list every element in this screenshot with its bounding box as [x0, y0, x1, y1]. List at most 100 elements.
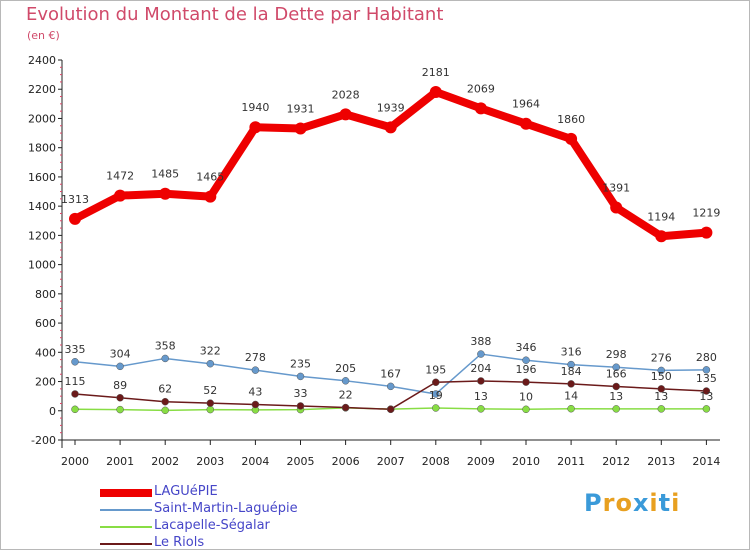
- chart-subtitle: (en €): [27, 29, 60, 42]
- x-tick-label: 2010: [512, 455, 540, 468]
- series-point: [161, 406, 169, 415]
- series-point: [251, 366, 260, 374]
- data-label: 10: [519, 390, 533, 403]
- legend-label: Le Riols: [154, 535, 205, 550]
- series-point: [522, 356, 530, 364]
- logo-letter: i: [649, 489, 659, 517]
- series-point: [384, 121, 397, 134]
- series-point: [477, 350, 485, 358]
- y-tick-label: 600: [35, 317, 56, 330]
- data-label: 1485: [151, 168, 179, 181]
- series-point: [702, 387, 711, 395]
- series-point: [206, 399, 215, 407]
- series-point: [610, 201, 623, 214]
- y-tick-label: 2400: [28, 54, 56, 67]
- series-point: [702, 405, 711, 413]
- data-label: 1465: [196, 171, 224, 184]
- series-point: [522, 405, 530, 414]
- series-point: [520, 117, 532, 130]
- data-label: 1860: [557, 113, 585, 126]
- data-label: 184: [561, 365, 582, 378]
- data-label: 167: [380, 367, 401, 380]
- logo-letter: o: [615, 489, 633, 517]
- y-tick-label: 400: [35, 346, 56, 359]
- data-label: 280: [696, 351, 717, 364]
- legend-swatch: [100, 509, 152, 511]
- data-label: 89: [113, 379, 127, 392]
- x-tick-label: 2012: [602, 455, 630, 468]
- data-label: 195: [425, 363, 446, 376]
- data-label: 196: [516, 363, 537, 376]
- x-tick-label: 2014: [692, 455, 720, 468]
- series-point: [567, 404, 575, 413]
- series-point: [204, 190, 217, 203]
- data-label: 22: [339, 389, 353, 402]
- data-label: 135: [696, 372, 717, 385]
- x-tick-label: 2003: [196, 455, 224, 468]
- x-tick-label: 2007: [377, 455, 405, 468]
- series-point: [116, 362, 124, 371]
- series-point: [657, 366, 666, 375]
- data-label: 150: [651, 370, 672, 383]
- x-tick-label: 2009: [467, 455, 495, 468]
- legend-swatch: [100, 543, 152, 545]
- series-point: [69, 212, 81, 225]
- logo-letter: P: [584, 489, 603, 517]
- series-point: [700, 226, 713, 239]
- series-point: [161, 397, 169, 406]
- y-tick-label: 1800: [28, 142, 56, 155]
- legend-swatch: [100, 526, 152, 528]
- data-label: 13: [699, 390, 713, 403]
- series-point: [296, 372, 305, 381]
- data-label: 1931: [287, 103, 315, 116]
- series-point: [477, 405, 485, 413]
- x-tick-label: 2006: [332, 455, 360, 468]
- series-point: [249, 121, 262, 134]
- series-point: [432, 378, 440, 387]
- data-label: 1939: [377, 101, 405, 114]
- series-point: [655, 230, 668, 243]
- legend-swatch: [100, 489, 152, 497]
- data-label: 358: [155, 339, 176, 352]
- legend-label: LAGUéPIE: [154, 484, 218, 499]
- data-label: 346: [516, 341, 537, 354]
- x-tick-label: 2005: [287, 455, 315, 468]
- series-point: [612, 363, 620, 371]
- data-label: 235: [290, 357, 311, 370]
- data-label: 62: [158, 383, 172, 396]
- data-label: 276: [651, 351, 672, 364]
- data-label: 14: [564, 390, 578, 403]
- series-point: [565, 132, 578, 145]
- logo-letter: r: [602, 489, 616, 517]
- y-tick-label: 2200: [28, 83, 56, 96]
- data-label: 1472: [106, 170, 134, 183]
- data-label: 115: [65, 375, 86, 388]
- data-label: 1313: [61, 193, 89, 206]
- data-label: 19: [429, 389, 443, 402]
- data-label: 2181: [422, 66, 450, 79]
- series-point: [71, 405, 79, 414]
- data-label: 13: [654, 390, 668, 403]
- data-label: 52: [203, 384, 217, 397]
- series-point: [206, 405, 215, 414]
- data-label: 2069: [467, 82, 495, 95]
- y-tick-label: 0: [49, 405, 56, 418]
- legend-label: Lacapelle-Ségalar: [154, 518, 270, 533]
- y-tick-label: 200: [35, 376, 56, 389]
- series-point: [657, 385, 666, 393]
- series-point: [702, 366, 711, 374]
- series-point: [341, 377, 350, 385]
- x-tick-label: 2001: [106, 455, 134, 468]
- data-label: 316: [561, 346, 582, 359]
- x-tick-label: 2004: [241, 455, 269, 468]
- series-point: [477, 377, 485, 385]
- y-tick-label: 1000: [28, 259, 56, 272]
- series-point: [71, 390, 79, 398]
- data-label: 13: [474, 390, 488, 403]
- y-tick-label: 1200: [28, 229, 56, 242]
- series-point: [71, 358, 79, 366]
- logo-letter: x: [632, 489, 650, 517]
- logo-letter: i: [671, 489, 681, 517]
